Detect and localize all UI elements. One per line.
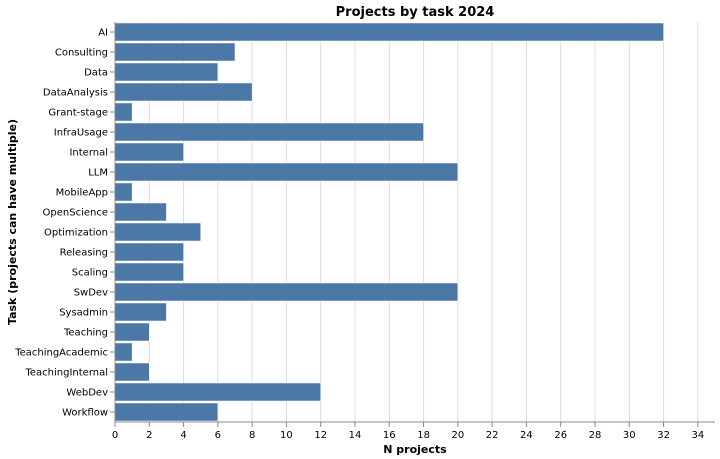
- x-tick-label: 16: [383, 430, 396, 441]
- x-tick-label: 20: [451, 430, 464, 441]
- y-tick-label: Sysadmin: [59, 308, 108, 319]
- x-tick-label: 10: [280, 430, 293, 441]
- x-tick-label: 12: [314, 430, 327, 441]
- x-tick-label: 2: [146, 430, 152, 441]
- x-tick-label: 14: [349, 430, 362, 441]
- bar-sysadmin: [114, 302, 167, 322]
- y-tick-label: LLM: [88, 168, 108, 179]
- bar-teachingacademic: [114, 342, 133, 362]
- x-tick-label: 8: [249, 430, 255, 441]
- gridlines: [114, 22, 699, 422]
- x-tick-label: 24: [520, 430, 533, 441]
- bar-mobileapp: [114, 182, 133, 202]
- x-tick-label: 22: [486, 430, 499, 441]
- x-tick-label: 0: [112, 430, 118, 441]
- bar-internal: [114, 142, 184, 162]
- y-tick-label: Grant-stage: [48, 108, 108, 119]
- bar-consulting: [114, 42, 236, 62]
- y-tick-label: Consulting: [55, 48, 108, 59]
- bar-webdev: [114, 382, 321, 402]
- x-tick-label: 4: [180, 430, 186, 441]
- bar-infrausage: [114, 122, 424, 142]
- x-tick-label: 32: [657, 430, 670, 441]
- bar-releasing: [114, 242, 184, 262]
- y-tick-label: SwDev: [74, 288, 108, 299]
- bar-swdev: [114, 282, 459, 302]
- x-tick-label: 28: [589, 430, 602, 441]
- y-tick-label: WebDev: [66, 388, 108, 399]
- bar-scaling: [114, 262, 184, 282]
- bar-teaching: [114, 322, 150, 342]
- chart-title: Projects by task 2024: [336, 5, 495, 20]
- bar-llm: [114, 162, 459, 182]
- bar-optimization: [114, 222, 201, 242]
- y-tick-label: TeachingInternal: [24, 368, 108, 379]
- bar-openscience: [114, 202, 167, 222]
- x-tick-label: 30: [623, 430, 636, 441]
- y-tick-label: TeachingAcademic: [14, 348, 108, 359]
- bar-ai: [114, 22, 664, 42]
- x-tick-label: 34: [691, 430, 704, 441]
- x-axis-title: N projects: [383, 443, 447, 456]
- axes: 0 2 4 6 8 10 12 14 16 18 20 22 24 26 28 30 32 34AIConsult…: [14, 22, 715, 441]
- x-tick-label: 18: [417, 430, 430, 441]
- y-tick-label: AI: [98, 28, 108, 39]
- y-tick-label: DataAnalysis: [43, 88, 108, 99]
- y-tick-label: Workflow: [62, 408, 108, 419]
- y-tick-label: OpenScience: [43, 208, 108, 219]
- y-tick-label: InfraUsage: [54, 128, 108, 139]
- y-axis-title: Task (projects can have multiple): [6, 119, 19, 325]
- y-tick-label: Teaching: [63, 328, 108, 339]
- y-tick-label: Releasing: [60, 248, 108, 259]
- bar-data: [114, 62, 219, 82]
- bar-teachinginternal: [114, 362, 150, 382]
- x-tick-label: 26: [554, 430, 567, 441]
- y-tick-label: MobileApp: [56, 188, 108, 199]
- x-tick-label: 6: [215, 430, 221, 441]
- y-tick-label: Data: [84, 68, 108, 79]
- y-tick-label: Optimization: [44, 228, 108, 239]
- bar-workflow: [114, 402, 219, 422]
- y-tick-label: Scaling: [72, 268, 108, 279]
- bar-dataanalysis: [114, 82, 253, 102]
- bar-grant-stage: [114, 102, 133, 122]
- y-tick-label: Internal: [69, 148, 108, 159]
